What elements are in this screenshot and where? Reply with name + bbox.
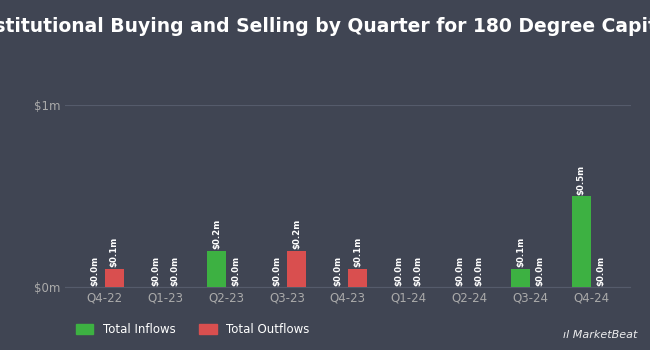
Text: $0.1m: $0.1m (516, 237, 525, 267)
Text: $0.0m: $0.0m (333, 256, 343, 286)
Bar (348, 269, 367, 287)
Text: ıl MarketBeat: ıl MarketBeat (563, 329, 637, 340)
Text: $0.5m: $0.5m (577, 164, 586, 195)
Text: $0.0m: $0.0m (536, 256, 545, 286)
Bar (511, 269, 530, 287)
Legend: Total Inflows, Total Outflows: Total Inflows, Total Outflows (71, 318, 315, 341)
Text: $0.0m: $0.0m (273, 256, 281, 286)
Text: $0.0m: $0.0m (474, 256, 484, 286)
Text: $0.0m: $0.0m (170, 256, 179, 286)
Text: $0.1m: $0.1m (353, 237, 362, 267)
Text: $0.1m: $0.1m (110, 237, 119, 267)
Text: $0.0m: $0.0m (151, 256, 160, 286)
Bar (571, 196, 591, 287)
Bar (287, 251, 306, 287)
Bar (207, 251, 226, 287)
Text: $0.2m: $0.2m (212, 219, 221, 249)
Text: $0.0m: $0.0m (596, 256, 605, 286)
Text: $0.2m: $0.2m (292, 219, 301, 249)
Text: $0.0m: $0.0m (395, 256, 404, 286)
Text: $0.0m: $0.0m (90, 256, 99, 286)
Bar (105, 269, 124, 287)
Text: $0.0m: $0.0m (414, 256, 422, 286)
Text: $0.0m: $0.0m (455, 256, 464, 286)
Text: $0.0m: $0.0m (231, 256, 240, 286)
Text: Institutional Buying and Selling by Quarter for 180 Degree Capital: Institutional Buying and Selling by Quar… (0, 18, 650, 36)
